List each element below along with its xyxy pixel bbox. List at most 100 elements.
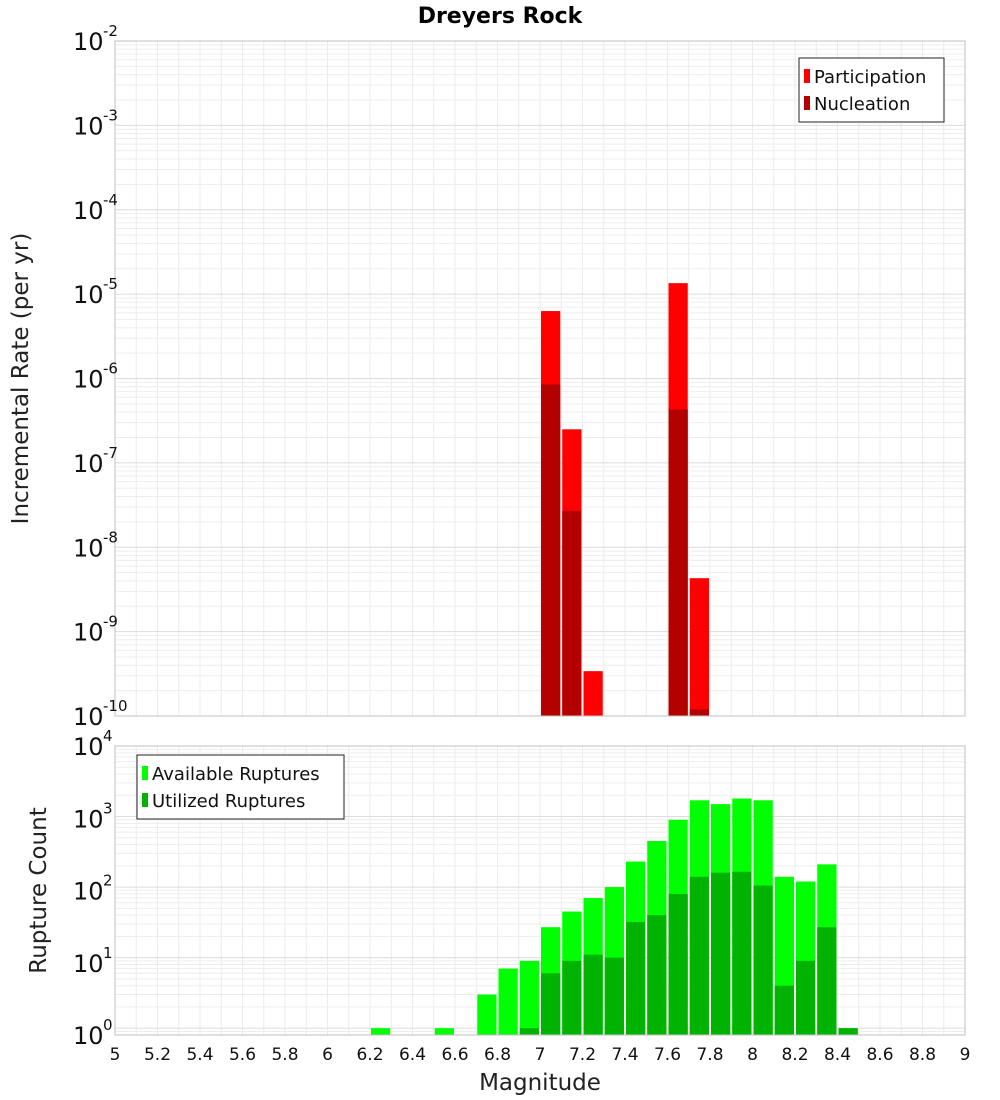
- x-tick-label: 9: [960, 1045, 971, 1065]
- bottom-bar-utilized-ruptures: [604, 957, 624, 1035]
- legend-swatch: [804, 96, 810, 110]
- bottom-bar-utilized-ruptures: [519, 1028, 539, 1035]
- y-tick-label: 10: [73, 1022, 104, 1050]
- x-tick-labels: 5 5.2 5.4 5.6 5.8 6 6.2 6.4 6.6 6.8 7 7.2 7.4 7.6 7.8 8…: [110, 1045, 971, 1065]
- top-gridlines: [114, 40, 966, 717]
- legend-swatch: [142, 793, 148, 807]
- x-tick-label: 7.8: [696, 1045, 723, 1065]
- bottom-bar-utilized-ruptures: [774, 985, 794, 1035]
- x-tick-label: 6: [322, 1045, 333, 1065]
- y-tick-exponent: -7: [103, 444, 118, 462]
- top-bar-participation: [583, 671, 603, 716]
- bottom-bar-utilized-ruptures: [647, 915, 667, 1035]
- bottom-bar-available-ruptures: [477, 994, 497, 1035]
- top-y-axis-label: Incremental Rate (per yr): [8, 233, 34, 525]
- bottom-bar-available-ruptures: [498, 968, 518, 1035]
- x-tick-label: 7.2: [569, 1045, 596, 1065]
- bottom-bars: [371, 798, 858, 1035]
- y-tick-label: 10: [73, 733, 104, 761]
- bottom-bar-utilized-ruptures: [753, 885, 773, 1035]
- x-tick-label: 5.6: [229, 1045, 256, 1065]
- legend-label: Utilized Ruptures: [152, 791, 305, 812]
- x-tick-label: 8.8: [909, 1045, 936, 1065]
- y-tick-label: 10: [73, 950, 104, 978]
- top-bar-nucleation: [689, 709, 709, 716]
- bottom-bar-utilized-ruptures: [626, 921, 646, 1035]
- y-tick-exponent: -2: [103, 22, 118, 40]
- bottom-bar-utilized-ruptures: [541, 973, 561, 1035]
- y-tick-label: 10: [73, 450, 104, 478]
- y-tick-exponent: 1: [103, 944, 113, 962]
- x-tick-label: 7.6: [654, 1045, 681, 1065]
- y-tick-label: 10: [73, 281, 104, 309]
- legend-label: Available Ruptures: [152, 764, 320, 785]
- y-tick-label: 10: [73, 112, 104, 140]
- y-tick-exponent: -9: [103, 613, 118, 631]
- legend-box: [136, 754, 345, 820]
- legend-swatch: [142, 766, 148, 780]
- x-tick-label: 8: [747, 1045, 758, 1065]
- legend-swatch: [804, 69, 810, 83]
- y-tick-exponent: -6: [103, 360, 118, 378]
- x-tick-label: 6.2: [356, 1045, 383, 1065]
- y-tick-exponent: -4: [103, 191, 118, 209]
- bottom-bar-utilized-ruptures: [838, 1028, 858, 1035]
- bottom-bar-available-ruptures: [519, 960, 539, 1035]
- top-panel: 10-210-310-410-510-610-710-810-910-10 In…: [8, 22, 966, 731]
- bottom-bar-utilized-ruptures: [689, 876, 709, 1035]
- chart-title: Dreyers Rock: [418, 4, 584, 29]
- x-tick-label: 6.4: [399, 1045, 426, 1065]
- bottom-bar-utilized-ruptures: [562, 960, 582, 1035]
- y-tick-label: 10: [73, 878, 104, 906]
- y-tick-label: 10: [73, 366, 104, 394]
- x-tick-label: 5.4: [186, 1045, 213, 1065]
- y-tick-label: 10: [73, 197, 104, 225]
- bottom-bar-available-ruptures: [434, 1028, 454, 1035]
- x-tick-label: 5.8: [271, 1045, 298, 1065]
- bottom-bar-utilized-ruptures: [732, 871, 752, 1035]
- x-axis-label: Magnitude: [479, 1070, 601, 1096]
- top-bar-participation: [689, 578, 709, 716]
- y-tick-exponent: 4: [103, 727, 113, 745]
- y-tick-label: 10: [73, 28, 104, 56]
- x-tick-label: 5: [110, 1045, 121, 1065]
- x-tick-label: 8.4: [824, 1045, 851, 1065]
- y-tick-exponent: 2: [103, 872, 113, 890]
- top-plot-frame: [114, 40, 966, 717]
- bottom-gridlines: [114, 745, 966, 1036]
- y-tick-exponent: -8: [103, 528, 118, 546]
- y-tick-label: 10: [73, 534, 104, 562]
- x-tick-label: 6.6: [441, 1045, 468, 1065]
- legend-label: Participation: [814, 67, 926, 88]
- top-y-tick-labels: 10-210-310-410-510-610-710-810-910-10: [73, 22, 128, 731]
- bottom-bar-utilized-ruptures: [583, 954, 603, 1035]
- top-legend: Participation Nucleation: [798, 57, 945, 123]
- bottom-bar-utilized-ruptures: [817, 927, 837, 1035]
- top-bar-nucleation: [668, 409, 688, 716]
- bottom-bar-available-ruptures: [371, 1028, 391, 1035]
- y-tick-exponent: -10: [103, 697, 128, 715]
- y-tick-label: 10: [73, 805, 104, 833]
- y-tick-exponent: -3: [103, 106, 118, 124]
- top-bar-nucleation: [541, 384, 561, 716]
- x-tick-label: 7: [535, 1045, 546, 1065]
- x-tick-label: 8.6: [866, 1045, 893, 1065]
- top-bar-nucleation: [562, 510, 582, 716]
- y-tick-exponent: 0: [103, 1016, 113, 1034]
- x-tick-label: 7.4: [611, 1045, 638, 1065]
- top-bars: [541, 283, 709, 716]
- y-tick-exponent: 3: [103, 799, 113, 817]
- bottom-bar-utilized-ruptures: [796, 960, 816, 1035]
- legend-box: [798, 57, 945, 123]
- bottom-plot-frame: [114, 745, 966, 1036]
- y-tick-label: 10: [73, 703, 104, 731]
- bottom-y-axis-label: Rupture Count: [26, 807, 52, 973]
- y-tick-label: 10: [73, 619, 104, 647]
- x-tick-label: 6.8: [484, 1045, 511, 1065]
- legend-label: Nucleation: [814, 94, 910, 115]
- bottom-bar-utilized-ruptures: [711, 872, 731, 1035]
- bottom-bar-utilized-ruptures: [668, 893, 688, 1035]
